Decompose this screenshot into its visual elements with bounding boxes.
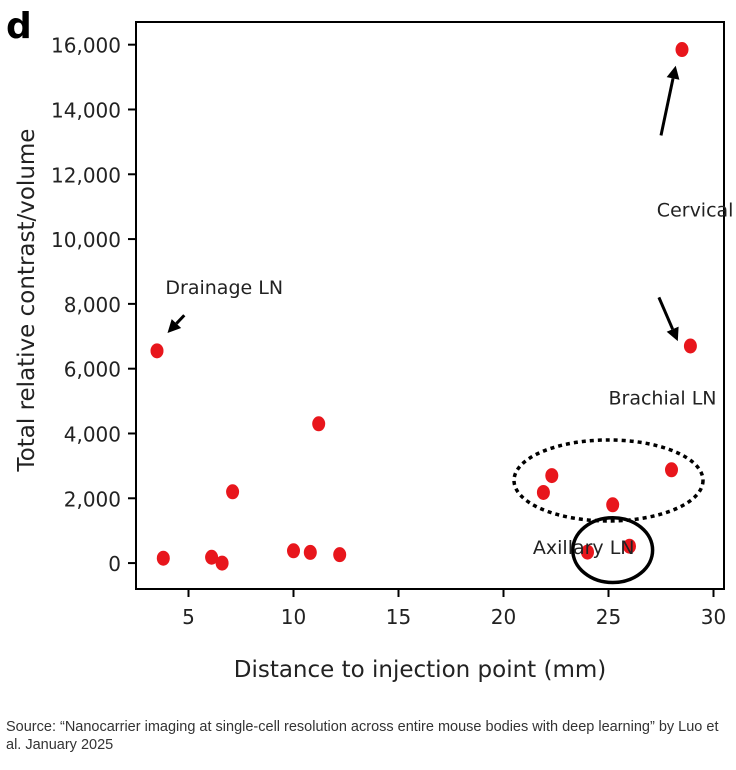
- data-point: [205, 549, 219, 565]
- y-tick-label: 10,000: [51, 228, 121, 252]
- y-tick-label: 12,000: [51, 163, 121, 187]
- y-tick-label: 2,000: [64, 487, 121, 511]
- data-points: [150, 42, 697, 571]
- y-tick-label: 8,000: [64, 293, 121, 317]
- x-tick-label: 5: [182, 605, 195, 629]
- plot-frame: [135, 21, 725, 590]
- source-caption: Source: “Nanocarrier imaging at single-c…: [6, 719, 719, 753]
- data-point: [215, 555, 229, 571]
- panel-label: d: [6, 6, 32, 47]
- annotation-label: Axillary LN: [533, 537, 635, 559]
- x-tick-label: 30: [701, 605, 726, 629]
- data-point: [333, 547, 347, 563]
- data-point: [606, 497, 620, 513]
- data-point: [545, 468, 559, 484]
- y-tick-label: 16,000: [51, 34, 121, 58]
- annotation-arrows: [167, 65, 680, 342]
- y-tick-label: 14,000: [51, 98, 121, 122]
- data-point: [623, 538, 636, 554]
- data-point: [536, 484, 550, 500]
- group-outlines: [512, 438, 705, 585]
- arrow-head: [167, 319, 182, 334]
- axillary-group-ellipse: [571, 515, 655, 585]
- brachial-group-ellipse: [512, 438, 705, 523]
- y-tick-label: 6,000: [64, 358, 121, 382]
- data-point: [675, 42, 689, 58]
- data-point: [312, 416, 326, 432]
- data-point: [150, 343, 164, 359]
- data-point: [226, 484, 240, 500]
- y-tick-label: 0: [108, 552, 121, 576]
- annotation-label: Brachial LN: [609, 387, 717, 409]
- annotation-label: Drainage LN: [165, 277, 283, 299]
- axes: 5 10 15 20 25 30 0 2,000 4,000 6,000 8,000 10,000 12…: [51, 21, 726, 629]
- annotation-labels: Drainage LN Cervical LN Brachial LN Axillar…: [165, 199, 736, 559]
- arrow-shaft: [175, 314, 186, 325]
- x-tick-label: 20: [491, 605, 516, 629]
- y-tick-label: 4,000: [64, 422, 121, 446]
- x-tick-label: 10: [281, 605, 306, 629]
- data-point: [303, 544, 317, 560]
- data-point: [665, 462, 678, 478]
- x-axis-title: Distance to injection point (mm): [234, 657, 607, 683]
- y-axis-title: Total relative contrast/volume: [14, 129, 40, 473]
- x-tick-label: 25: [596, 605, 621, 629]
- x-tick-label: 15: [386, 605, 411, 629]
- data-point: [287, 543, 300, 559]
- arrow-shaft: [659, 78, 675, 136]
- scatter-chart: 5 10 15 20 25 30 0 2,000 4,000 6,000 8,000 10,000 12…: [14, 21, 736, 683]
- arrow-shaft: [657, 296, 675, 330]
- data-point: [683, 338, 697, 354]
- annotation-label: Cervical LN: [657, 199, 736, 221]
- data-point: [581, 544, 594, 560]
- arrow-head: [666, 65, 680, 80]
- arrow-head: [666, 326, 679, 342]
- data-point: [156, 550, 170, 566]
